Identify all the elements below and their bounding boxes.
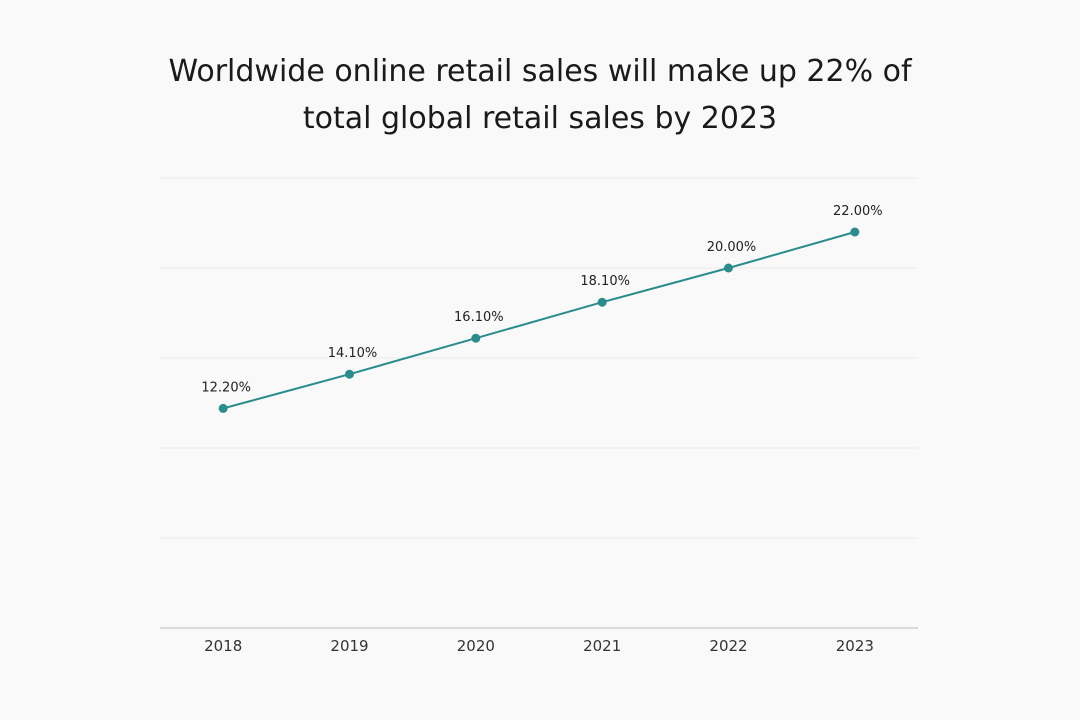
x-tick-label: 2023 xyxy=(836,637,874,655)
point xyxy=(345,369,354,379)
point xyxy=(850,227,860,237)
data-label: 20.00% xyxy=(707,240,757,255)
line xyxy=(222,231,856,410)
data-label: 12.20% xyxy=(201,380,251,395)
point xyxy=(218,403,228,413)
data-label: 22.00% xyxy=(833,204,883,219)
x-tick-label: 2021 xyxy=(583,637,621,655)
point xyxy=(471,333,481,343)
x-tick-label: 2019 xyxy=(330,637,368,655)
x-tick-label: 2020 xyxy=(457,637,495,655)
x-tick-label: 2022 xyxy=(709,637,747,655)
point xyxy=(597,297,607,307)
data-label: 14.10% xyxy=(328,346,378,361)
chart-title: Worldwide online retail sales will make … xyxy=(168,54,912,136)
data-label: 16.10% xyxy=(454,310,504,325)
x-tick-label: 2018 xyxy=(204,637,242,655)
point xyxy=(724,263,733,273)
data-label: 18.10% xyxy=(580,274,630,289)
